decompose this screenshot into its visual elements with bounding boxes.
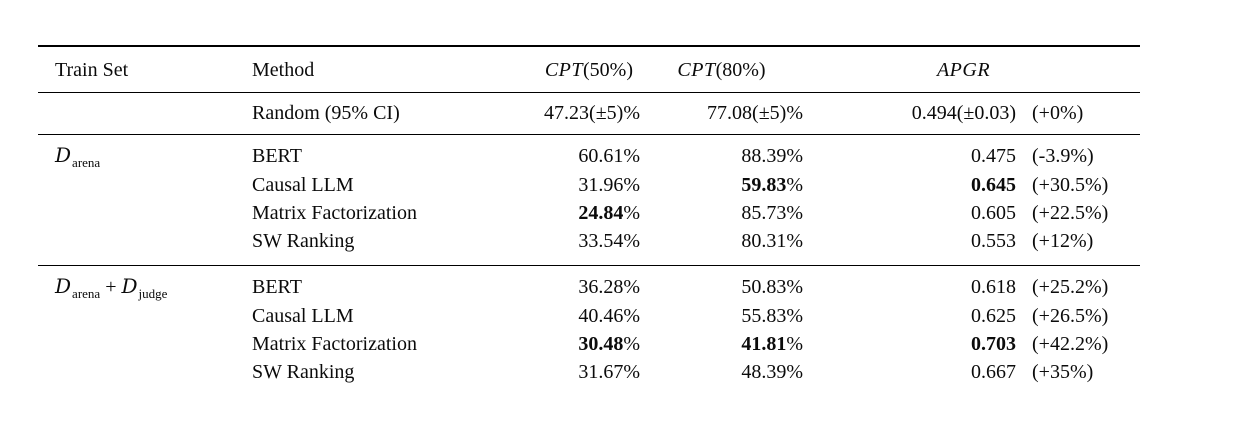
dataset-symbol: D — [121, 274, 138, 298]
table-row: SW Ranking 33.54% 80.31% 0.553 (+12%) — [38, 227, 1140, 266]
table-row: SW Ranking 31.67% 48.39% 0.667 (+35%) — [38, 358, 1140, 396]
dataset-subscript: arena — [72, 155, 101, 170]
cell-cpt80: 80.31% — [741, 230, 803, 252]
dataset-subscript: judge — [138, 286, 168, 301]
col-header-cpt80: CPT(80%) — [677, 59, 766, 81]
col-header-cpt50: CPT(50%) — [544, 59, 633, 81]
cell-cpt80: 55.83% — [741, 305, 803, 327]
cell-apgr: 0.645 — [971, 174, 1016, 196]
col-header-method: Method — [252, 59, 315, 81]
cell-cpt80: 41.81% — [741, 333, 803, 355]
cell-method: Causal LLM — [252, 305, 354, 327]
cell-delta: (+26.5%) — [1032, 305, 1109, 327]
cell-cpt50: 60.61% — [578, 145, 640, 167]
metric-name: APGR — [936, 59, 991, 81]
cell-method: Random (95% CI) — [252, 102, 400, 124]
table-row: Darena BERT 60.61% 88.39% 0.475 (-3.9%) — [38, 135, 1140, 172]
dataset-symbol: D — [55, 274, 72, 298]
cell-apgr: 0.553 — [971, 230, 1016, 252]
cell-apgr: 0.703 — [971, 333, 1016, 355]
cell-delta: (+12%) — [1032, 230, 1094, 252]
cell-train-set: Darena — [38, 135, 235, 172]
cell-cpt50: 33.54% — [578, 230, 640, 252]
cell-method: Matrix Factorization — [252, 333, 417, 355]
cell-cpt50: 24.84% — [578, 202, 640, 224]
cell-delta: (+0%) — [1032, 102, 1084, 124]
train-set-group: Darena BERT 60.61% 88.39% 0.475 (-3.9%) Causal… — [38, 134, 1140, 266]
cell-method: BERT — [252, 145, 302, 167]
cell-cpt50: 47.23(±5)% — [544, 102, 640, 124]
cell-apgr: 0.625 — [971, 305, 1016, 327]
table-row: Causal LLM 40.46% 55.83% 0.625 (+26.5%) — [38, 302, 1140, 330]
header-row: Train Set Method CPT(50%) CPT(80%) APGR — [38, 46, 1140, 93]
dataset-subscript: arena — [72, 286, 101, 301]
cell-delta: (+25.2%) — [1032, 276, 1109, 298]
table-row: Matrix Factorization 24.84% 85.73% 0.605 (+2… — [38, 199, 1140, 227]
cell-cpt80: 88.39% — [741, 145, 803, 167]
cell-method: Causal LLM — [252, 174, 354, 196]
cell-cpt80: 59.83% — [741, 174, 803, 196]
cell-cpt80: 85.73% — [741, 202, 803, 224]
cell-train-set — [38, 171, 235, 199]
cell-delta: (-3.9%) — [1032, 145, 1094, 167]
cell-cpt80: 50.83% — [741, 276, 803, 298]
table-header: Train Set Method CPT(50%) CPT(80%) APGR — [38, 46, 1140, 93]
train-set-group: Darena + Djudge BERT 36.28% 50.83% 0.618 (+25… — [38, 265, 1140, 397]
cell-apgr: 0.475 — [971, 145, 1016, 167]
cell-cpt50: 36.28% — [578, 276, 640, 298]
baseline-row: Random (95% CI) 47.23(±5)% 77.08(±5)% 0.494… — [38, 93, 1140, 135]
cell-train-set — [38, 199, 235, 227]
cell-apgr: 0.618 — [971, 276, 1016, 298]
cell-cpt80: 48.39% — [741, 361, 803, 383]
cell-train-set — [38, 227, 235, 266]
baseline-section: Random (95% CI) 47.23(±5)% 77.08(±5)% 0.494… — [38, 93, 1140, 135]
cell-train-set — [38, 330, 235, 358]
col-header-apgr: APGR — [803, 46, 1140, 93]
dataset-symbol: D — [55, 143, 72, 167]
col-header-train-set: Train Set — [55, 59, 129, 81]
cell-train-set — [38, 302, 235, 330]
cell-delta: (+35%) — [1032, 361, 1094, 383]
cell-cpt50: 30.48% — [578, 333, 640, 355]
cell-train-set — [38, 93, 235, 135]
metric-name: CPT — [544, 59, 584, 81]
cell-cpt80: 77.08(±5)% — [707, 102, 803, 124]
cell-method: SW Ranking — [252, 361, 355, 383]
cell-method: SW Ranking — [252, 230, 355, 252]
cell-cpt50: 31.96% — [578, 174, 640, 196]
cell-method: BERT — [252, 276, 302, 298]
cell-method: Matrix Factorization — [252, 202, 417, 224]
table-row: Causal LLM 31.96% 59.83% 0.645 (+30.5%) — [38, 171, 1140, 199]
table-row: Matrix Factorization 30.48% 41.81% 0.703 (+4… — [38, 330, 1140, 358]
cell-cpt50: 31.67% — [578, 361, 640, 383]
cell-train-set: Darena + Djudge — [55, 274, 168, 301]
cell-delta: (+22.5%) — [1032, 202, 1109, 224]
cell-apgr: 0.494(±0.03) — [911, 102, 1016, 124]
cell-delta: (+42.2%) — [1032, 333, 1109, 355]
cell-delta: (+30.5%) — [1032, 174, 1109, 196]
results-table: Train Set Method CPT(50%) CPT(80%) APGR … — [38, 45, 1140, 396]
cell-cpt50: 40.46% — [578, 305, 640, 327]
cell-apgr: 0.667 — [971, 361, 1016, 383]
metric-name: CPT — [677, 59, 716, 81]
cell-train-set — [38, 358, 235, 396]
table-row: Darena + Djudge BERT 36.28% 50.83% 0.618 (+25… — [38, 266, 1140, 303]
cell-apgr: 0.605 — [971, 202, 1016, 224]
